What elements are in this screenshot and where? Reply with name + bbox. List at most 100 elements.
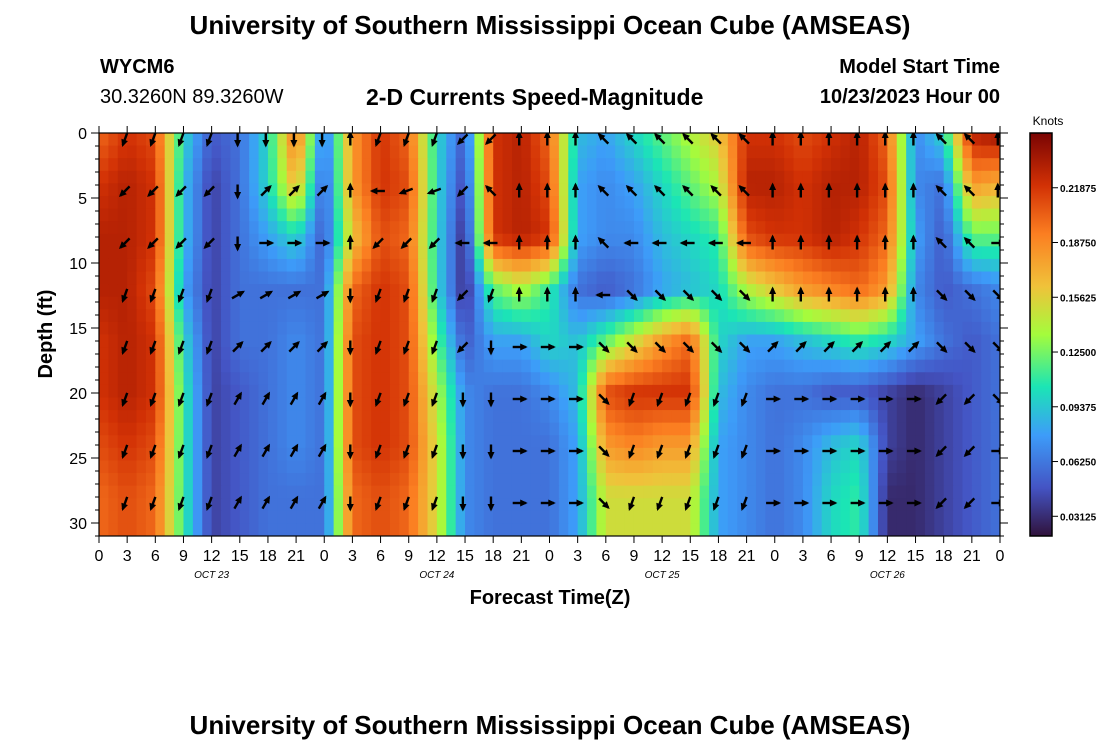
current-arrow	[543, 133, 551, 146]
heatmap-cell	[145, 284, 156, 298]
heatmap-cell	[352, 195, 363, 210]
heatmap-cell	[192, 435, 203, 449]
current-arrow	[177, 444, 185, 459]
heatmap-cell	[455, 208, 466, 222]
heatmap-cell	[652, 334, 663, 348]
heatmap-cell	[605, 498, 616, 512]
heatmap-cell	[896, 221, 907, 235]
heatmap-cell	[605, 347, 616, 361]
heatmap-cell	[953, 309, 964, 323]
heatmap-cell	[868, 447, 879, 462]
heatmap-cell	[784, 208, 795, 222]
heatmap-cell	[577, 498, 588, 512]
current-arrow	[260, 185, 272, 197]
heatmap-cell	[652, 321, 663, 336]
heatmap-cell	[108, 195, 119, 210]
heatmap-cell	[671, 246, 682, 260]
heatmap-cell	[108, 208, 119, 222]
heatmap-cell	[502, 183, 513, 197]
heatmap-cell	[324, 145, 335, 159]
heatmap-cell	[221, 447, 231, 462]
heatmap-cell	[258, 410, 269, 424]
heatmap-cell	[709, 208, 720, 222]
heatmap-cell	[765, 334, 776, 348]
current-arrow	[315, 239, 331, 247]
heatmap-cell	[183, 435, 194, 449]
heatmap-cell	[192, 246, 203, 260]
heatmap-cell	[436, 447, 447, 462]
heatmap-cell	[596, 284, 607, 298]
heatmap-cell	[314, 359, 325, 373]
heatmap-cell	[746, 133, 757, 147]
heatmap-cell	[277, 334, 288, 348]
heatmap-cell	[615, 246, 626, 260]
heatmap-cell	[286, 183, 297, 197]
heatmap-cell	[596, 271, 607, 285]
heatmap-cell	[389, 309, 400, 323]
heatmap-cell	[511, 158, 522, 172]
heatmap-cell	[230, 246, 241, 260]
heatmap-cell	[427, 410, 438, 424]
current-arrow	[543, 286, 551, 302]
heatmap-cell	[587, 372, 598, 386]
heatmap-cell	[784, 158, 795, 172]
heatmap-cell	[277, 170, 288, 184]
heatmap-cell	[849, 195, 860, 210]
heatmap-cell	[267, 498, 278, 512]
heatmap-cell	[136, 133, 147, 147]
heatmap-cell	[202, 284, 213, 298]
heatmap-cell	[324, 221, 335, 235]
heatmap-cell	[953, 183, 964, 197]
heatmap-cell	[399, 170, 410, 184]
heatmap-cell	[943, 183, 954, 197]
heatmap-cell	[540, 510, 551, 524]
heatmap-cell	[709, 170, 720, 184]
heatmap-cell	[746, 347, 757, 361]
heatmap-cell	[755, 435, 766, 449]
chart-subtitle: 2-D Currents Speed-Magnitude	[366, 84, 704, 110]
heatmap-cell	[924, 183, 935, 197]
heatmap-cell	[652, 145, 663, 159]
heatmap-cell	[615, 447, 626, 462]
heatmap-cell	[511, 359, 522, 373]
heatmap-cell	[474, 133, 485, 147]
heatmap-cell	[436, 359, 447, 373]
heatmap-cell	[99, 334, 109, 348]
heatmap-cell	[849, 133, 860, 147]
heatmap-cell	[755, 284, 766, 298]
heatmap-cell	[662, 170, 673, 184]
heatmap-cell	[558, 309, 569, 323]
heatmap-cell	[793, 359, 804, 373]
heatmap-cell	[577, 473, 588, 487]
heatmap-cell	[934, 397, 945, 411]
heatmap-cell	[549, 271, 560, 285]
heatmap-cell	[868, 195, 879, 210]
current-arrow	[402, 392, 410, 407]
heatmap-cell	[192, 258, 203, 273]
heatmap-cell	[277, 296, 288, 310]
heatmap-cell	[793, 258, 804, 273]
heatmap-cell	[436, 510, 447, 524]
heatmap-cell	[971, 246, 982, 260]
heatmap-cell	[502, 233, 513, 247]
heatmap-cell	[746, 258, 757, 273]
x-tick-label: 9	[630, 548, 639, 565]
heatmap-cell	[324, 384, 335, 399]
heatmap-cell	[164, 473, 175, 487]
heatmap-cell	[192, 195, 203, 210]
speed-heatmap	[99, 133, 1000, 536]
heatmap-cell	[174, 271, 185, 285]
heatmap-cell	[267, 296, 278, 310]
heatmap-cell	[690, 498, 701, 512]
heatmap-cell	[408, 183, 419, 197]
heatmap-cell	[99, 170, 109, 184]
heatmap-cell	[127, 296, 138, 310]
heatmap-cell	[680, 284, 691, 298]
current-arrow	[233, 495, 242, 510]
heatmap-cell	[831, 447, 842, 462]
heatmap-cell	[680, 410, 691, 424]
current-arrow	[346, 392, 354, 408]
heatmap-cell	[192, 397, 203, 411]
heatmap-cell	[549, 410, 560, 424]
heatmap-cell	[286, 284, 297, 298]
